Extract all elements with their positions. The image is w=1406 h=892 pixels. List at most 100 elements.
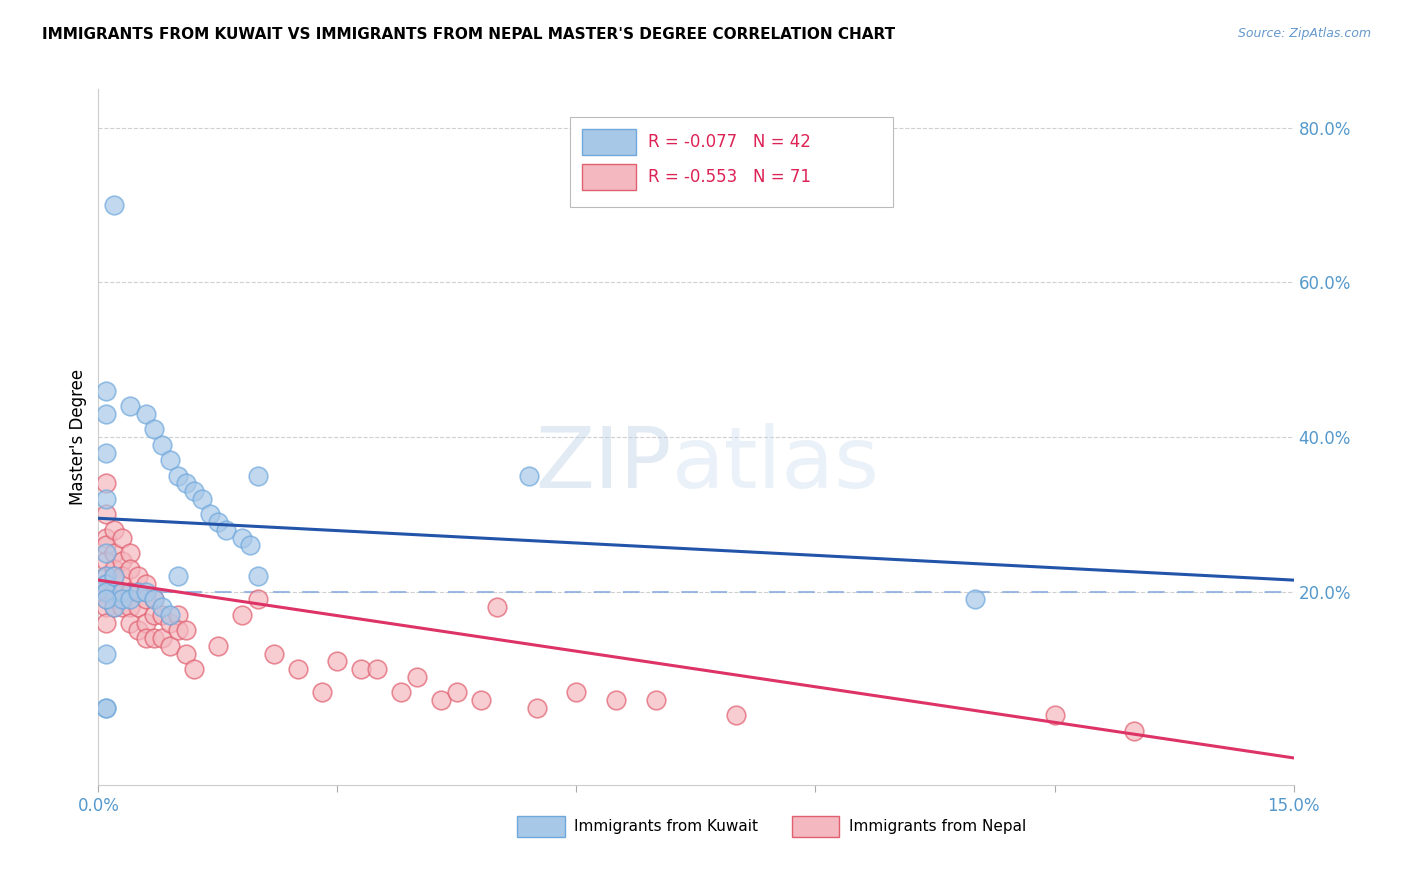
Point <box>111 554 134 568</box>
Point <box>96 538 118 552</box>
Point <box>96 569 118 583</box>
Point <box>143 422 166 436</box>
Point <box>111 584 134 599</box>
Point <box>111 531 134 545</box>
Point <box>96 700 118 714</box>
Text: R = -0.077   N = 42: R = -0.077 N = 42 <box>648 133 811 151</box>
Text: ZIP: ZIP <box>536 424 672 507</box>
Point <box>135 577 157 591</box>
Point <box>430 693 453 707</box>
Point <box>120 592 142 607</box>
Point <box>263 647 285 661</box>
Point <box>120 399 142 413</box>
Point <box>103 569 125 583</box>
Point <box>239 538 262 552</box>
Point <box>111 584 134 599</box>
Point <box>605 693 627 707</box>
Point <box>103 546 125 560</box>
Point <box>103 584 125 599</box>
Point <box>159 615 181 630</box>
Point <box>150 631 173 645</box>
Point <box>127 584 149 599</box>
Point <box>120 546 142 560</box>
Point <box>517 468 540 483</box>
Point <box>470 693 492 707</box>
Text: Source: ZipAtlas.com: Source: ZipAtlas.com <box>1237 27 1371 40</box>
Point <box>96 407 118 421</box>
Point <box>96 546 118 560</box>
Point <box>96 584 118 599</box>
Point <box>96 577 118 591</box>
Point <box>183 484 205 499</box>
Point <box>1123 723 1146 738</box>
Point <box>103 592 125 607</box>
Point <box>565 685 588 699</box>
Point <box>167 624 190 638</box>
Point <box>96 554 118 568</box>
Point <box>103 600 125 615</box>
Y-axis label: Master's Degree: Master's Degree <box>69 369 87 505</box>
Point <box>120 615 142 630</box>
Point <box>174 647 197 661</box>
Point <box>111 600 134 615</box>
Point <box>191 491 214 506</box>
Point <box>103 600 125 615</box>
Point <box>96 531 118 545</box>
Point <box>96 647 118 661</box>
Point <box>645 693 668 707</box>
Point <box>311 685 333 699</box>
Point <box>246 569 269 583</box>
Point <box>135 592 157 607</box>
Point <box>111 569 134 583</box>
Point <box>246 592 269 607</box>
Point <box>111 592 134 607</box>
Point <box>389 685 412 699</box>
Point <box>96 508 118 522</box>
Point <box>96 491 118 506</box>
Point <box>103 198 125 212</box>
Point <box>96 615 118 630</box>
Point <box>150 600 173 615</box>
Point <box>326 654 349 668</box>
Point <box>96 569 118 583</box>
Point <box>135 584 157 599</box>
Text: Immigrants from Kuwait: Immigrants from Kuwait <box>574 819 758 834</box>
Bar <box>517 816 565 837</box>
Point <box>127 569 149 583</box>
Bar <box>582 163 637 190</box>
Point <box>246 468 269 483</box>
Point <box>231 607 253 622</box>
Point <box>103 523 125 537</box>
Point <box>159 453 181 467</box>
Point <box>96 445 118 459</box>
Point <box>135 615 157 630</box>
Point <box>350 662 373 676</box>
Point <box>167 607 190 622</box>
Point <box>174 624 197 638</box>
Point <box>150 438 173 452</box>
Point <box>150 607 173 622</box>
Point <box>231 531 253 545</box>
Point <box>103 569 125 583</box>
Point <box>207 515 229 529</box>
Point <box>135 407 157 421</box>
Point <box>724 708 747 723</box>
Point <box>287 662 309 676</box>
Point <box>143 592 166 607</box>
Point <box>207 639 229 653</box>
Point <box>96 700 118 714</box>
Point <box>446 685 468 699</box>
Point <box>159 639 181 653</box>
Point <box>96 476 118 491</box>
Point <box>159 607 181 622</box>
Point <box>406 670 429 684</box>
Point <box>143 592 166 607</box>
Point <box>96 592 118 607</box>
Text: atlas: atlas <box>672 424 880 507</box>
Point <box>127 584 149 599</box>
Bar <box>792 816 839 837</box>
Point <box>120 561 142 575</box>
Point <box>127 624 149 638</box>
FancyBboxPatch shape <box>571 117 893 208</box>
Point <box>103 561 125 575</box>
